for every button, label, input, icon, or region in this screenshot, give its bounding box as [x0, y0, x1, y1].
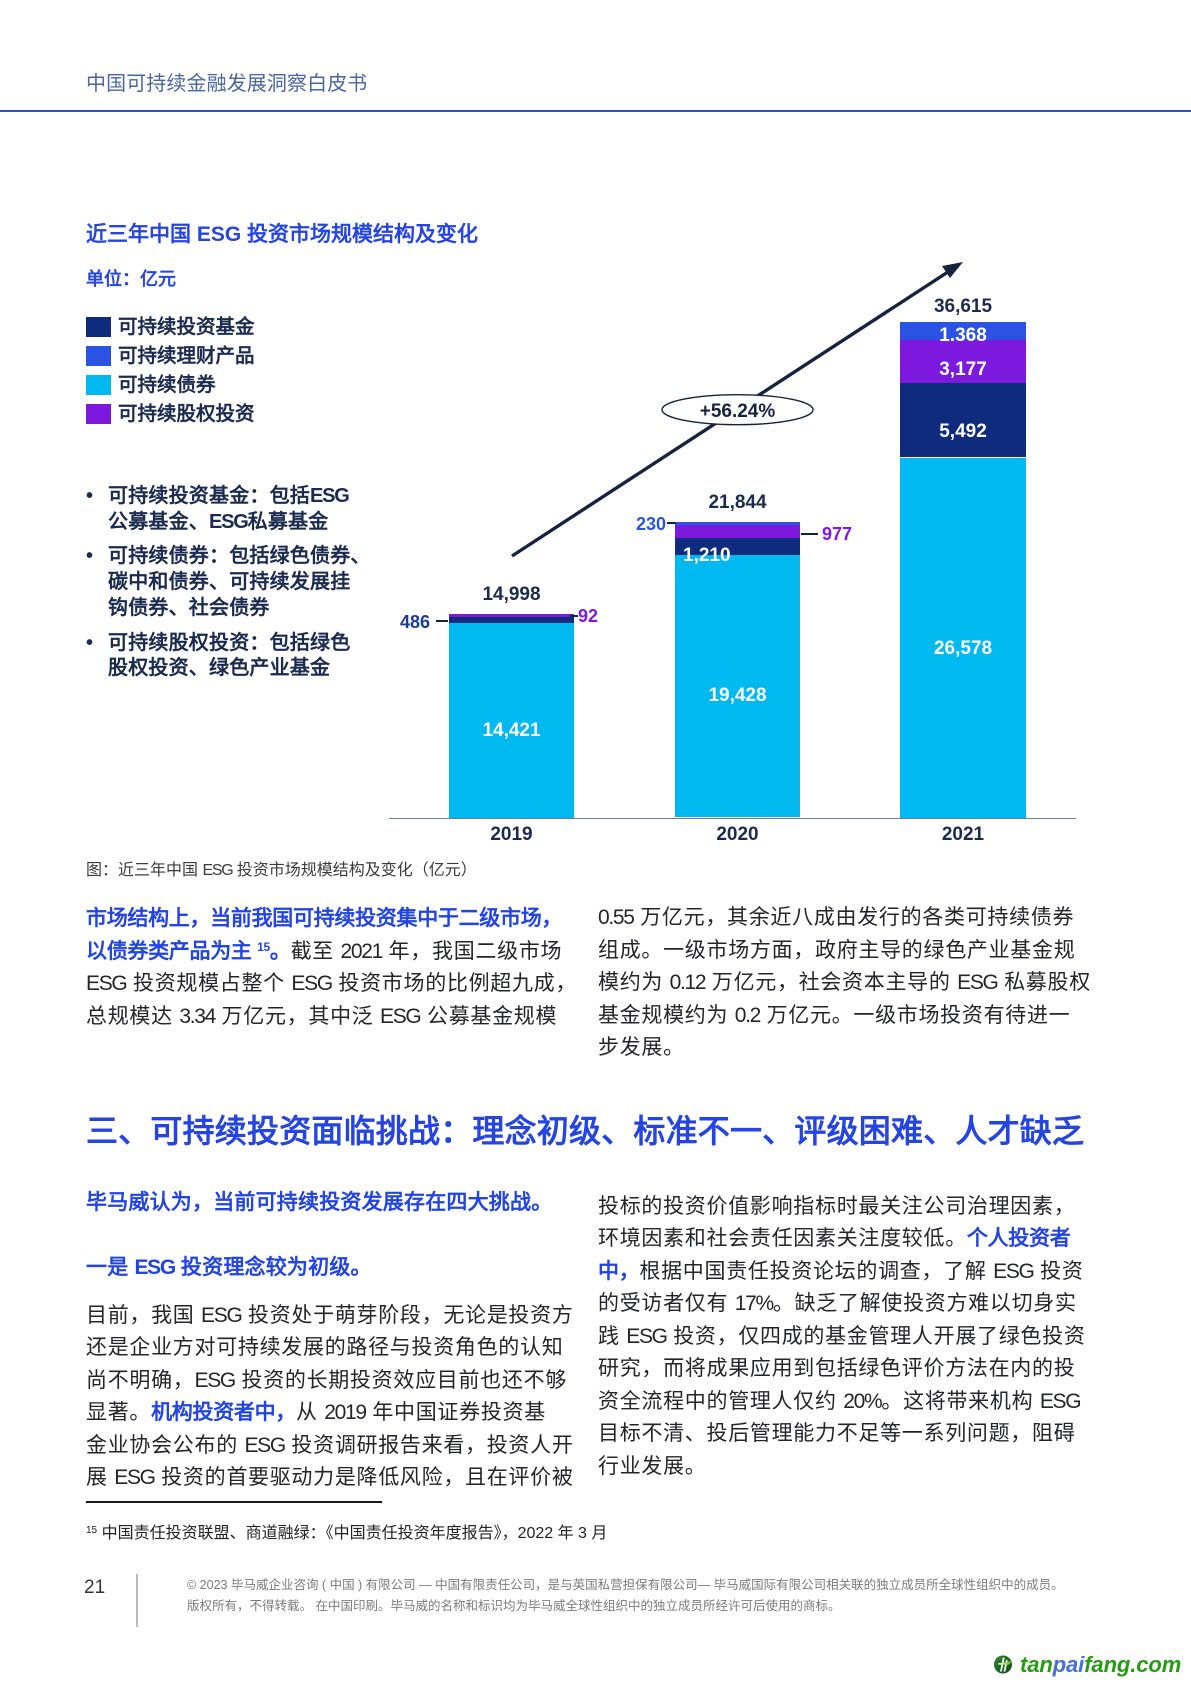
svg-text:+56.24%: +56.24%: [700, 401, 776, 422]
